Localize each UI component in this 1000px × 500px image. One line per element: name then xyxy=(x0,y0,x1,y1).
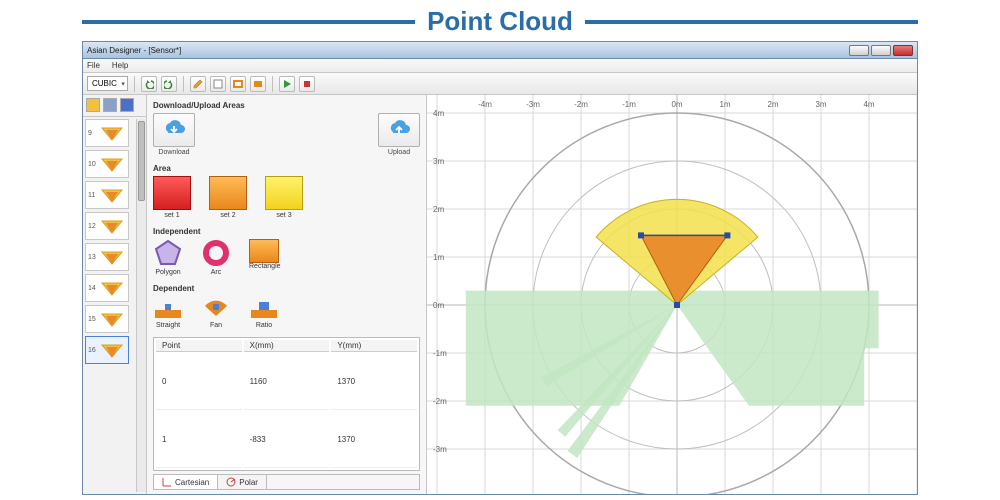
toolbar: CUBIC xyxy=(83,73,917,95)
points-col-point: Point xyxy=(156,340,242,352)
area-set2[interactable] xyxy=(209,176,247,210)
upload-label: Upload xyxy=(378,149,420,156)
svg-text:3m: 3m xyxy=(815,100,826,109)
toolbar-rect-button[interactable] xyxy=(230,76,246,92)
menubar: File Help xyxy=(83,59,917,73)
shape-arc[interactable] xyxy=(201,239,231,267)
svg-text:-4m: -4m xyxy=(478,100,492,109)
dep-ratio-label: Ratio xyxy=(249,322,279,329)
svg-text:2m: 2m xyxy=(767,100,778,109)
points-col-y: Y(mm) xyxy=(331,340,417,352)
thumbnail-list: 9 10 11 12 13 14 15 16 xyxy=(85,119,136,492)
shape-arc-label: Arc xyxy=(201,269,231,276)
toolbar-undo-button[interactable] xyxy=(141,76,157,92)
thumbnail-item[interactable]: 16 xyxy=(85,336,129,364)
dep-section-title: Dependent xyxy=(153,284,420,293)
svg-text:4m: 4m xyxy=(863,100,874,109)
thumbnail-item[interactable]: 9 xyxy=(85,119,129,147)
indep-section-title: Independent xyxy=(153,227,420,236)
toolbar-select-button[interactable] xyxy=(210,76,226,92)
svg-text:0m: 0m xyxy=(671,100,682,109)
cloud-download-icon xyxy=(160,120,188,140)
area-set3[interactable] xyxy=(265,176,303,210)
tab-cartesian[interactable]: Cartesian xyxy=(154,475,218,489)
sidebar-tab-a[interactable] xyxy=(86,98,100,112)
app-window: Asian Designer - [Sensor*] File Help CUB… xyxy=(82,41,918,495)
svg-text:4m: 4m xyxy=(433,109,444,118)
svg-text:-1m: -1m xyxy=(433,349,447,358)
area-set1-label: set 1 xyxy=(153,212,191,219)
cloud-upload-icon xyxy=(385,120,413,140)
toolbar-rectfill-button[interactable] xyxy=(250,76,266,92)
menu-help[interactable]: Help xyxy=(112,61,128,70)
toolbar-redo-button[interactable] xyxy=(161,76,177,92)
thumbnail-sidebar: 9 10 11 12 13 14 15 16 xyxy=(83,95,147,494)
svg-text:-2m: -2m xyxy=(574,100,588,109)
sidebar-tab-c[interactable] xyxy=(120,98,134,112)
shape-polygon-label: Polygon xyxy=(153,269,183,276)
coord-tabs: Cartesian Polar xyxy=(153,474,420,490)
dep-straight[interactable] xyxy=(153,296,183,320)
dep-fan-label: Fan xyxy=(201,322,231,329)
window-close-button[interactable] xyxy=(893,45,913,56)
page-title: Point Cloud xyxy=(427,6,573,37)
area-set3-label: set 3 xyxy=(265,212,303,219)
svg-text:1m: 1m xyxy=(433,253,444,262)
mode-select[interactable]: CUBIC xyxy=(87,76,128,91)
points-col-x: X(mm) xyxy=(244,340,330,352)
points-table: Point X(mm) Y(mm) 0116013701-8331370 xyxy=(153,337,420,471)
thumbnail-item[interactable]: 12 xyxy=(85,212,129,240)
area-set1[interactable] xyxy=(153,176,191,210)
sidebar-tab-b[interactable] xyxy=(103,98,117,112)
dep-straight-label: Straight xyxy=(153,322,183,329)
shape-rectangle[interactable] xyxy=(249,239,279,263)
thumbnail-item[interactable]: 11 xyxy=(85,181,129,209)
thumbnail-item[interactable]: 10 xyxy=(85,150,129,178)
thumbnail-item[interactable]: 15 xyxy=(85,305,129,333)
tool-panel: Download/Upload Areas Download Upload Ar… xyxy=(147,95,427,494)
dep-fan[interactable] xyxy=(201,296,231,320)
axes-icon xyxy=(162,477,172,487)
toolbar-stop-button[interactable] xyxy=(299,76,315,92)
toolbar-play-button[interactable] xyxy=(279,76,295,92)
svg-text:3m: 3m xyxy=(433,157,444,166)
title-rule-left xyxy=(82,20,415,24)
table-row[interactable]: 1-8331370 xyxy=(156,412,417,468)
download-button[interactable] xyxy=(153,113,195,147)
menu-file[interactable]: File xyxy=(87,61,100,70)
window-title: Asian Designer - [Sensor*] xyxy=(87,46,181,55)
window-min-button[interactable] xyxy=(849,45,869,56)
upload-button[interactable] xyxy=(378,113,420,147)
tab-polar[interactable]: Polar xyxy=(218,475,267,489)
shape-rect-label: Rectangle xyxy=(249,263,281,270)
toolbar-pencil-button[interactable] xyxy=(190,76,206,92)
dl-section-title: Download/Upload Areas xyxy=(153,101,420,110)
title-rule-right xyxy=(585,20,918,24)
dep-ratio[interactable] xyxy=(249,296,279,320)
svg-text:-1m: -1m xyxy=(622,100,636,109)
window-titlebar[interactable]: Asian Designer - [Sensor*] xyxy=(83,42,917,59)
shape-polygon[interactable] xyxy=(153,239,183,267)
svg-text:0m: 0m xyxy=(433,301,444,310)
thumbnail-item[interactable]: 13 xyxy=(85,243,129,271)
area-section-title: Area xyxy=(153,164,420,173)
thumbnail-scrollbar[interactable] xyxy=(136,119,146,492)
table-row[interactable]: 011601370 xyxy=(156,354,417,410)
download-label: Download xyxy=(153,149,195,156)
svg-text:-3m: -3m xyxy=(526,100,540,109)
thumbnail-item[interactable]: 14 xyxy=(85,274,129,302)
area-set2-label: set 2 xyxy=(209,212,247,219)
svg-text:2m: 2m xyxy=(433,205,444,214)
polar-icon xyxy=(226,477,236,487)
svg-text:-3m: -3m xyxy=(433,445,447,454)
svg-text:-2m: -2m xyxy=(433,397,447,406)
window-max-button[interactable] xyxy=(871,45,891,56)
viewport[interactable]: -4m -3m -2m -1m 0m 1m 2m 3m 4m 4m 3m 2m 1m 0m -1m -2m -3… xyxy=(427,95,917,494)
svg-text:1m: 1m xyxy=(719,100,730,109)
